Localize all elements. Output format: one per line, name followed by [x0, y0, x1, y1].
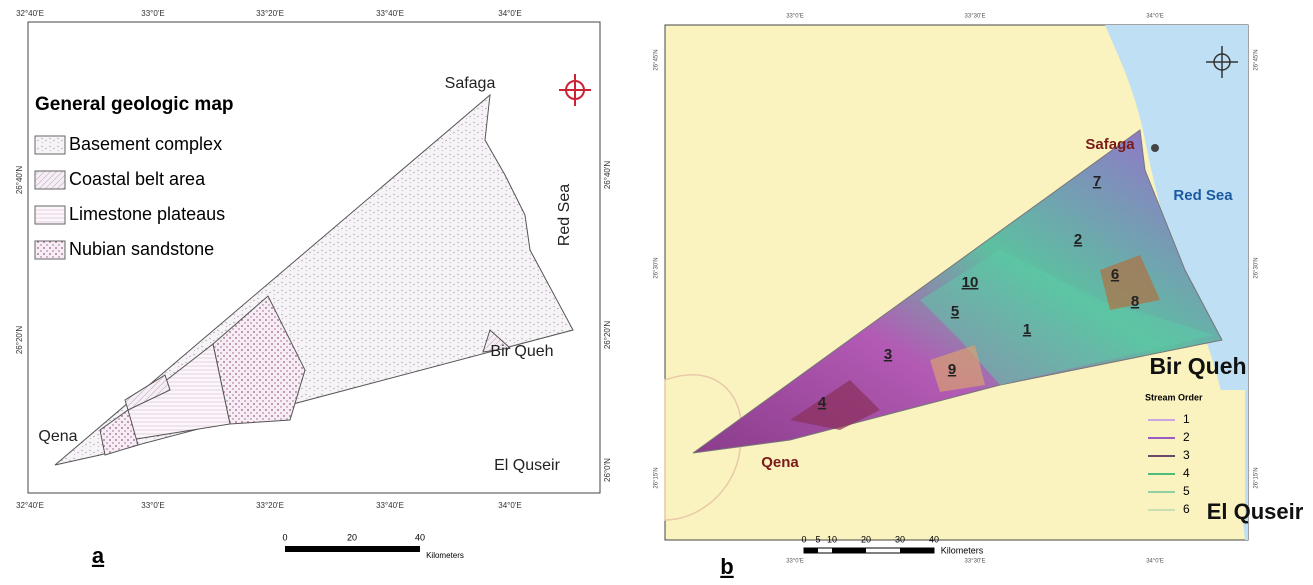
basin-label: 8 [1131, 293, 1139, 310]
tick-label: 34°0'E [1146, 559, 1164, 565]
tick-label: 33°30'E [965, 14, 986, 20]
tick-label: 26°20'N [15, 326, 24, 355]
tick-label: 33°40'E [376, 501, 404, 510]
legend-label: Coastal belt area [69, 169, 206, 189]
basin-label: 10 [962, 274, 979, 291]
scale-bar [285, 546, 420, 552]
legend-label: 5 [1183, 484, 1190, 498]
scale-label: 20 [861, 534, 871, 544]
legend-swatch [35, 136, 65, 154]
scale-label: 5 [815, 534, 820, 544]
tick-label: 26°15'N [1254, 467, 1260, 488]
tick-label: 33°0'E [786, 14, 804, 20]
tick-label: 26°45'N [1254, 49, 1260, 70]
tick-label: 34°0'E [498, 501, 521, 510]
basin-label: 5 [951, 303, 959, 320]
legend-title: General geologic map [35, 94, 234, 115]
tick-label: 32°40'E [16, 9, 44, 18]
tick-label: 33°40'E [376, 9, 404, 18]
legend-title: Stream Order [1145, 392, 1203, 402]
tick-label: 26°30'N [1254, 257, 1260, 278]
scale-label: 40 [415, 532, 425, 542]
legend-label: 4 [1183, 466, 1190, 480]
panel-label: b [720, 554, 733, 579]
scale-label: 30 [895, 534, 905, 544]
basin-label: 3 [884, 346, 892, 363]
basin-label: 4 [818, 394, 827, 411]
scale-label: 0 [801, 534, 806, 544]
legend-label: 2 [1183, 430, 1190, 444]
tick-label: 26°0'N [603, 458, 612, 482]
scale-bar [804, 548, 934, 553]
legend-swatch [35, 241, 65, 259]
place-label: Red Sea [1173, 187, 1233, 204]
basin-label: 1 [1023, 321, 1031, 338]
tick-label: 33°20'E [256, 501, 284, 510]
tick-label: 32°40'E [16, 501, 44, 510]
tick-label: 33°0'E [786, 559, 804, 565]
island [1151, 144, 1159, 152]
legend-label: 1 [1183, 412, 1190, 426]
figure: 32°40'E 32°40'E 33°0'E 33°0'E 33°20'E 33°20'E… [0, 0, 1313, 585]
place-label: El Quseir [1207, 499, 1304, 524]
place-label: Qena [761, 454, 799, 471]
basin-label: 7 [1093, 173, 1101, 190]
tick-label: 33°0'E [141, 501, 164, 510]
tick-label: 33°0'E [141, 9, 164, 18]
place-label: El Quseir [494, 457, 560, 474]
tick-label: 26°40'N [15, 166, 24, 195]
place-label: Bir Queh [490, 343, 553, 360]
tick-label: 26°30'N [654, 257, 660, 278]
tick-label: 26°20'N [603, 321, 612, 350]
tick-label: 34°0'E [1146, 14, 1164, 20]
place-label: Safaga [445, 75, 496, 92]
basin-label: 9 [948, 361, 956, 378]
basin-label: 2 [1074, 231, 1082, 248]
tick-label: 33°20'E [256, 9, 284, 18]
tick-label: 26°15'N [654, 467, 660, 488]
panel-label: a [92, 543, 105, 568]
scale-unit: Kilometers [426, 551, 464, 560]
scale-unit: Kilometers [941, 545, 984, 555]
legend-label: Basement complex [69, 134, 222, 154]
scale-label: 0 [282, 532, 287, 542]
scale-label: 20 [347, 532, 357, 542]
place-label: Bir Queh [1149, 353, 1246, 379]
place-label: Red Sea [556, 184, 573, 246]
place-label: Safaga [1085, 136, 1135, 153]
legend-label: 3 [1183, 448, 1190, 462]
legend-label: 6 [1183, 502, 1190, 516]
scale-label: 10 [827, 534, 837, 544]
basin-label: 6 [1111, 266, 1119, 283]
legend-swatch [35, 206, 65, 224]
scale-label: 40 [929, 534, 939, 544]
tick-label: 26°40'N [603, 161, 612, 190]
place-label: Qena [38, 428, 77, 445]
legend-label: Limestone plateaus [69, 204, 225, 224]
tick-label: 34°0'E [498, 9, 521, 18]
legend-swatch [35, 171, 65, 189]
legend-label: Nubian sandstone [69, 239, 214, 259]
tick-label: 33°30'E [965, 559, 986, 565]
tick-label: 26°45'N [654, 49, 660, 70]
